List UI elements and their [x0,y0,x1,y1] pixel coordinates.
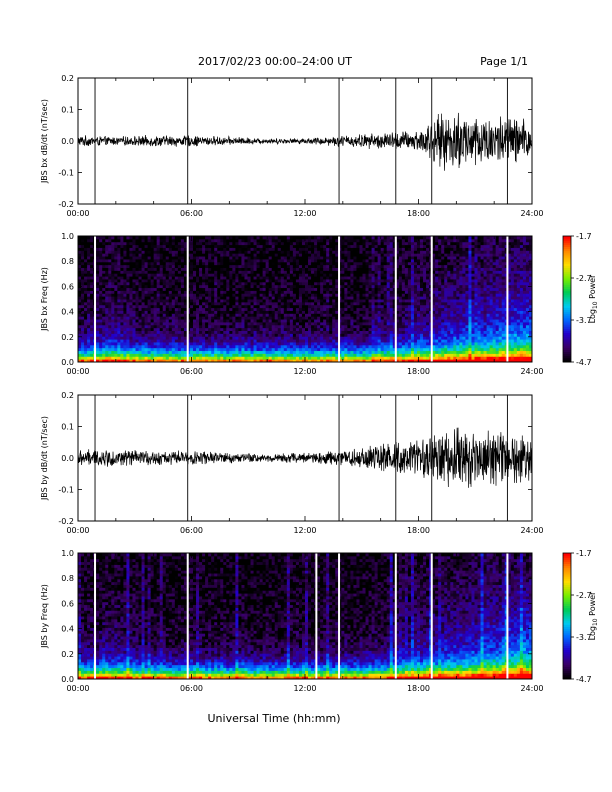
bx-spectrogram-heatmap [78,236,533,363]
by-spectrogram-y-tick-label: 0.2 [61,650,74,659]
bx-spectrogram-x-tick-label: 18:00 [407,367,430,376]
by-waveform-y-tick-label: -0.2 [58,517,74,526]
by-spectrogram-heatmap [78,553,533,680]
by-waveform-y-tick-label: 0.2 [61,391,74,400]
bx-spectrogram-y-tick-label: 0.0 [61,358,74,367]
bx-spectrogram-panel: -1.7 -2.7 -3.7 -4.7 Log10 Power 0.0 0.2 0.4 0.6 0… [40,232,599,376]
bx-spectrogram-y-tick-label: 1.0 [61,232,74,241]
by-spectrogram-x-tick-label: 00:00 [66,684,89,693]
bx-spectrogram-x-tick-label: 06:00 [180,367,203,376]
by-waveform-x-tick-label: 12:00 [293,526,316,535]
by-spectrogram-y-tick-label: 0.0 [61,675,74,684]
by-spectrogram-y-label: JBS by Freq (Hz) [40,584,49,649]
bx-waveform-y-label: JBS bx dB/dt (nT/sec) [40,99,49,184]
by-waveform-y-tick-label: -0.1 [58,486,74,495]
by-waveform-trace [77,427,533,488]
report-title: 2017/02/23 00:00–24:00 UT [198,55,352,68]
by-spectrogram-y-tick-label: 0.4 [61,625,74,634]
by-spectrogram-x-tick-label: 24:00 [520,684,543,693]
bx-spectrogram-y-tick-label: 0.6 [61,282,74,291]
bx-spectrogram-y-tick-label: 0.4 [61,308,74,317]
by-spectrogram-x-tick-label: 18:00 [407,684,430,693]
bx-spectrogram-x-tick-label: 12:00 [293,367,316,376]
by-waveform-x-tick-label: 00:00 [66,526,89,535]
bx-spectrogram-colorbar-label: Log10 Power [588,274,599,323]
by-spectrogram-colorbar: -1.7 -2.7 -3.7 -4.7 Log10 Power [562,549,599,684]
bx-spectrogram-x-tick-label: 24:00 [520,367,543,376]
by-spectrogram-colorbar-tick-label: -3.7 [576,633,592,642]
by-spectrogram-colorbar-tick-label: -4.7 [576,675,592,684]
bx-waveform-y-tick-label: 0.1 [61,106,74,115]
by-spectrogram-colorbar-tick-label: -2.7 [576,591,592,600]
bx-spectrogram-colorbar: -1.7 -2.7 -3.7 -4.7 Log10 Power [562,232,599,367]
by-spectrogram-y-tick-label: 1.0 [61,549,74,558]
by-spectrogram-y-tick-label: 0.8 [61,574,74,583]
bx-waveform-x-tick-label: 00:00 [66,209,89,218]
bx-waveform-y-tick-label: -0.2 [58,200,74,209]
by-waveform-x-tick-label: 24:00 [520,526,543,535]
bx-spectrogram-colorbar-tick-label: -3.7 [576,316,592,325]
bx-spectrogram-colorbar-tick-label: -1.7 [576,232,592,241]
bx-spectrogram-x-tick-label: 00:00 [66,367,89,376]
bx-waveform-x-tick-label: 24:00 [520,209,543,218]
bx-waveform-trace [77,112,533,171]
bx-spectrogram-y-label: JBS bx Freq (Hz) [40,267,49,332]
by-spectrogram-x-tick-label: 06:00 [180,684,203,693]
bx-waveform-y-tick-label: -0.1 [58,169,74,178]
page-label: Page 1/1 [480,55,528,68]
by-spectrogram-y-tick-label: 0.6 [61,599,74,608]
bx-spectrogram-y-tick-label: 0.8 [61,257,74,266]
x-axis-label: Universal Time (hh:mm) [208,712,341,725]
bx-spectrogram-colorbar-tick-label: -4.7 [576,358,592,367]
by-waveform-y-tick-label: 0.0 [61,454,74,463]
bx-waveform-x-tick-label: 06:00 [180,209,203,218]
bx-waveform-x-tick-label: 18:00 [407,209,430,218]
by-waveform-panel: -0.2 -0.1 0.0 0.1 0.2 00:00 06:00 12:00 18:00 24:… [40,391,544,535]
bx-spectrogram-colorbar-tick-label: -2.7 [576,274,592,283]
panels: -0.2 -0.1 0.0 0.1 0.2 00:00 06:00 12:00 18:00 24:… [40,74,599,693]
by-waveform-x-tick-label: 06:00 [180,526,203,535]
by-spectrogram-x-tick-label: 12:00 [293,684,316,693]
by-spectrogram-colorbar-tick-label: -1.7 [576,549,592,558]
by-spectrogram-colorbar-label: Log10 Power [588,591,599,640]
by-waveform-y-label: JBS by dB/dt (nT/sec) [40,416,49,501]
by-spectrogram-panel: -1.7 -2.7 -3.7 -4.7 Log10 Power 0.0 0.2 0.4 0.6 0… [40,549,599,693]
by-waveform-x-tick-label: 18:00 [407,526,430,535]
bx-spectrogram-y-tick-label: 0.2 [61,333,74,342]
bx-waveform-y-tick-label: 0.2 [61,74,74,83]
by-waveform-y-tick-label: 0.1 [61,423,74,432]
bx-waveform-panel: -0.2 -0.1 0.0 0.1 0.2 00:00 06:00 12:00 18:00 24:… [40,74,544,218]
bx-waveform-x-tick-label: 12:00 [293,209,316,218]
bx-waveform-y-tick-label: 0.0 [61,137,74,146]
